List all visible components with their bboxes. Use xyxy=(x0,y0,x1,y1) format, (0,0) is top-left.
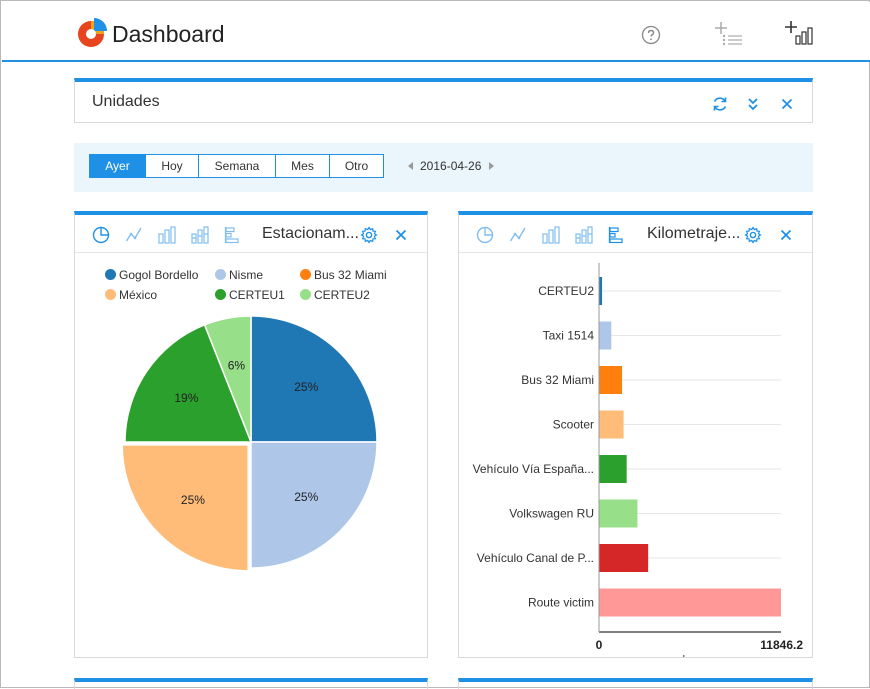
period-week-button[interactable]: Semana xyxy=(199,154,276,178)
top-bar: Dashboard xyxy=(2,2,870,62)
period-month-button[interactable]: Mes xyxy=(276,154,330,178)
legend-label: México xyxy=(119,288,158,302)
bar[interactable] xyxy=(599,499,638,528)
legend-color-swatch xyxy=(215,269,226,280)
bar-category-label: Volkswagen RU xyxy=(509,507,594,521)
units-panel: Unidades xyxy=(74,78,813,123)
legend-item[interactable]: Gogol Bordello xyxy=(105,268,198,282)
pie-slice[interactable] xyxy=(124,323,253,443)
mileage-widget-title: Kilometraje... xyxy=(647,225,741,242)
bar-category-label: Vehículo Vía España... xyxy=(473,462,594,476)
pie-slice-label: 25% xyxy=(181,493,205,507)
logo-icon xyxy=(78,18,107,47)
mileage-widget-header: Kilometraje... xyxy=(459,215,812,253)
bar[interactable] xyxy=(599,366,623,394)
add-chart-icon[interactable] xyxy=(784,20,814,46)
x-tick-label: 0 xyxy=(596,638,603,652)
legend-color-swatch xyxy=(105,269,116,280)
pie-chart-icon[interactable] xyxy=(476,226,494,244)
pie-chart: 25% 25% 25% 19% 6% xyxy=(121,315,378,572)
prev-date-arrow-icon[interactable] xyxy=(408,162,413,170)
pie-slice-label: 25% xyxy=(294,380,318,394)
horizontal-bar-chart-icon[interactable] xyxy=(224,226,242,244)
settings-gear-icon[interactable] xyxy=(360,226,378,244)
parking-widget: Estacionam... Gogol Bordello Nisme Bus 3… xyxy=(74,211,428,658)
legend-label: CERTEU1 xyxy=(229,288,285,302)
pie-slice[interactable] xyxy=(203,315,252,443)
close-icon[interactable] xyxy=(777,226,795,244)
bar[interactable] xyxy=(599,277,603,305)
bar-chart: CERTEU2 Taxi 1514 Bus 32 Miami Scooter Vehíc… xyxy=(473,263,803,657)
period-other-button[interactable]: Otro xyxy=(330,154,384,178)
close-icon[interactable] xyxy=(778,95,796,113)
x-axis-unit-label: km xyxy=(683,654,698,657)
legend-item[interactable]: CERTEU2 xyxy=(300,288,370,302)
collapse-icon[interactable] xyxy=(744,95,762,113)
legend-item[interactable]: CERTEU1 xyxy=(215,288,285,302)
horizontal-bar-chart-icon[interactable] xyxy=(608,226,626,244)
period-yesterday-button[interactable]: Ayer xyxy=(89,154,146,178)
stacked-bar-chart-icon[interactable] xyxy=(575,226,593,244)
legend-color-swatch xyxy=(300,269,311,280)
app-title: Dashboard xyxy=(112,21,225,47)
bar-category-label: Scooter xyxy=(553,418,594,432)
pie-slice[interactable] xyxy=(250,315,378,443)
bar-chart-icon[interactable] xyxy=(158,226,176,244)
next-date-arrow-icon[interactable] xyxy=(489,162,494,170)
bar[interactable] xyxy=(599,588,781,617)
legend-item[interactable]: Bus 32 Miami xyxy=(300,268,387,282)
bar[interactable] xyxy=(599,544,649,572)
pie-slice[interactable] xyxy=(121,444,249,572)
parking-widget-header: Estacionam... xyxy=(75,215,427,253)
period-selector: Ayer Hoy Semana Mes Otro 2016-04-26 xyxy=(74,143,813,192)
bar-category-label: Taxi 1514 xyxy=(543,329,595,343)
widget-strip xyxy=(74,678,428,689)
add-list-icon[interactable] xyxy=(714,21,744,47)
pie-slice-label: 19% xyxy=(174,391,198,405)
bar-category-label: CERTEU2 xyxy=(538,284,594,298)
bar[interactable] xyxy=(599,410,624,439)
x-tick-label: 11846.2 xyxy=(760,638,803,652)
legend-color-swatch xyxy=(215,289,226,300)
units-panel-title: Unidades xyxy=(92,93,160,110)
pie-slice-label: 25% xyxy=(294,490,318,504)
pie-slice[interactable] xyxy=(250,441,378,569)
legend-color-swatch xyxy=(300,289,311,300)
help-icon[interactable] xyxy=(641,25,661,45)
legend-label: Gogol Bordello xyxy=(119,268,199,282)
mileage-widget: Kilometraje... CERTEU2 Taxi 1514 Bus 32 Mi… xyxy=(458,211,813,658)
widget-strip xyxy=(458,678,813,689)
legend-label: Bus 32 Miami xyxy=(314,268,387,282)
period-today-button[interactable]: Hoy xyxy=(146,154,199,178)
bar-category-label: Vehículo Canal de P... xyxy=(477,551,594,565)
line-chart-icon[interactable] xyxy=(125,226,143,244)
parking-widget-title: Estacionam... xyxy=(262,225,359,242)
refresh-icon[interactable] xyxy=(711,95,729,113)
period-buttons: Ayer Hoy Semana Mes Otro xyxy=(89,154,384,178)
legend-item[interactable]: México xyxy=(105,288,157,302)
pie-slice-label: 6% xyxy=(228,358,246,372)
close-icon[interactable] xyxy=(392,226,410,244)
date-value: 2016-04-26 xyxy=(420,159,482,173)
line-chart-icon[interactable] xyxy=(509,226,527,244)
bar[interactable] xyxy=(599,455,627,483)
legend-color-swatch xyxy=(105,289,116,300)
stacked-bar-chart-icon[interactable] xyxy=(191,226,209,244)
bar-category-label: Bus 32 Miami xyxy=(521,373,594,387)
bar-chart-icon[interactable] xyxy=(542,226,560,244)
pie-chart-icon[interactable] xyxy=(92,226,110,244)
legend-item[interactable]: Nisme xyxy=(215,268,263,282)
legend-label: Nisme xyxy=(229,268,264,282)
bar-category-label: Route victim xyxy=(528,596,594,610)
settings-gear-icon[interactable] xyxy=(744,226,762,244)
legend-label: CERTEU2 xyxy=(314,288,370,302)
bar[interactable] xyxy=(599,321,612,350)
